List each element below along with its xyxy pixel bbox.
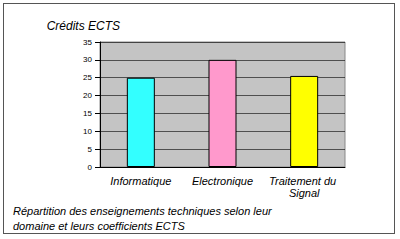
svg-text:25: 25 (83, 73, 92, 82)
svg-text:Electronique: Electronique (192, 175, 253, 187)
svg-text:Informatique: Informatique (110, 175, 171, 187)
svg-text:0: 0 (88, 163, 93, 172)
svg-text:10: 10 (83, 127, 92, 136)
svg-text:Répartition des enseignements: Répartition des enseignements techniques… (13, 205, 275, 217)
svg-text:30: 30 (83, 55, 92, 64)
svg-text:15: 15 (83, 109, 92, 118)
svg-text:Traitement du: Traitement du (269, 175, 339, 187)
svg-text:20: 20 (83, 91, 92, 100)
svg-text:domaine et leurs coefficients: domaine et leurs coefficients ECTS (13, 220, 185, 232)
svg-text:Signal: Signal (289, 187, 320, 199)
svg-text:35: 35 (83, 38, 92, 47)
svg-text:Crédits ECTS: Crédits ECTS (47, 19, 120, 33)
svg-text:5: 5 (88, 145, 93, 154)
